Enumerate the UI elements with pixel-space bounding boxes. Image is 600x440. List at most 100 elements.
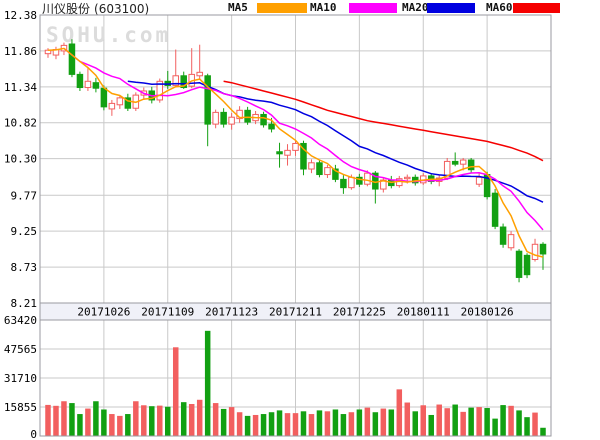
- volume-tick-label: 0: [30, 428, 37, 440]
- candle-down: [244, 109, 251, 123]
- candle-up: [284, 149, 291, 156]
- candle-down: [499, 226, 507, 245]
- ma10-line: [63, 47, 544, 231]
- legend-label-ma10: MA10: [310, 1, 337, 14]
- candle-up: [459, 159, 467, 165]
- volume-bar: [468, 407, 474, 436]
- candle-up: [531, 243, 539, 260]
- volume-bar: [172, 347, 179, 436]
- date-label: 20171225: [333, 306, 386, 319]
- volume-bar: [396, 389, 403, 436]
- volume-bar: [500, 405, 506, 436]
- candle-down: [92, 82, 100, 89]
- candle-down: [76, 73, 84, 89]
- volume-bar: [332, 409, 339, 436]
- legend-swatch-ma10: [349, 3, 397, 13]
- volume-bar: [212, 403, 219, 436]
- volume-bar: [508, 405, 514, 436]
- volume-bar: [340, 414, 347, 436]
- volume-bar: [117, 415, 123, 436]
- ma20-line: [127, 80, 544, 203]
- candle-down: [220, 111, 227, 125]
- candle-down: [204, 75, 211, 125]
- volume-tick-label: 31710: [4, 372, 37, 385]
- candle-down: [340, 178, 347, 189]
- candle-up: [116, 97, 124, 106]
- volume-bar: [388, 409, 395, 436]
- volume-bar: [45, 404, 51, 436]
- volume-bar: [300, 411, 307, 436]
- volume-bar: [125, 414, 131, 436]
- volume-bar: [149, 406, 155, 436]
- volume-bar: [364, 407, 371, 436]
- volume-bar: [109, 414, 115, 436]
- price-tick-label: 10.82: [4, 117, 37, 130]
- volume-bar: [260, 414, 267, 436]
- price-tick-label: 11.86: [4, 45, 37, 58]
- legend-label-ma5: MA5: [228, 1, 248, 14]
- volume-bar: [404, 402, 411, 436]
- ma60-line: [223, 80, 544, 162]
- candle-up: [324, 167, 331, 176]
- candle-up: [84, 80, 92, 89]
- candle-down: [68, 43, 76, 75]
- volume-bar: [228, 407, 235, 436]
- candle-down: [180, 75, 187, 89]
- volume-bar: [380, 408, 387, 436]
- volume-bar: [196, 399, 203, 436]
- candle-up: [172, 75, 179, 86]
- candle-up: [44, 49, 52, 55]
- candle-down: [124, 97, 132, 109]
- candle-down: [467, 159, 475, 171]
- volume-bar: [308, 414, 315, 436]
- volume-bar: [69, 403, 75, 436]
- volume-bar: [412, 411, 419, 436]
- volume-bar: [324, 411, 331, 436]
- candle-down: [268, 123, 275, 130]
- stock-code: (603100): [94, 2, 150, 16]
- volume-bar: [356, 409, 363, 436]
- candle-down: [356, 176, 363, 185]
- volume-bar: [180, 402, 187, 436]
- candle-up: [292, 142, 299, 151]
- candle-up: [475, 176, 483, 185]
- volume-bar: [268, 412, 275, 436]
- price-tick-label: 11.34: [4, 81, 37, 94]
- volume-bar: [316, 410, 323, 436]
- ma5-line: [47, 47, 544, 258]
- volume-bar: [484, 408, 490, 436]
- candle-up: [212, 111, 219, 125]
- sohu-watermark: SOHU.com: [46, 23, 171, 47]
- volume-bar: [428, 414, 434, 436]
- volume-bar: [101, 409, 107, 436]
- volume-bar: [77, 414, 83, 436]
- price-tick-label: 12.38: [4, 9, 37, 22]
- candle-down: [523, 254, 531, 276]
- date-label: 20180111: [397, 306, 450, 319]
- candle-up: [308, 162, 315, 170]
- volume-bar: [220, 408, 227, 436]
- volume-bar: [188, 403, 195, 436]
- candle-up: [228, 116, 235, 125]
- volume-bar: [157, 405, 163, 436]
- candle-up: [156, 80, 164, 101]
- date-label: 20180126: [461, 306, 514, 319]
- candle-down: [260, 113, 267, 126]
- candle-up: [443, 160, 451, 179]
- volume-bar: [348, 412, 355, 436]
- volume-bar: [284, 413, 291, 436]
- stock-name: 川仪股份: [42, 2, 91, 16]
- date-label: 20171109: [141, 306, 194, 319]
- volume-tick-label: 47565: [4, 343, 37, 356]
- candle-up: [348, 176, 355, 189]
- candle-down: [451, 160, 459, 165]
- candle-down: [276, 151, 283, 155]
- price-panel-border: [39, 14, 552, 304]
- legend-swatch-ma60: [513, 3, 560, 13]
- candle-down: [491, 192, 499, 227]
- volume-bar: [244, 415, 251, 436]
- volume-bar: [236, 412, 243, 436]
- stock-title: 川仪股份 (603100): [42, 0, 149, 17]
- date-label: 20171026: [77, 306, 130, 319]
- candle-down: [300, 142, 307, 170]
